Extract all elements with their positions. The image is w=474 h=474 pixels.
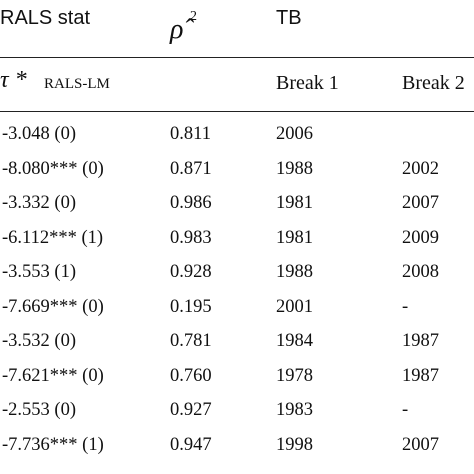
break1-cell: 1988 (276, 158, 313, 179)
break2-cell: 2002 (402, 158, 439, 179)
break2-cell: - (402, 296, 409, 317)
rals-stat-cell: -7.669*** (0) (2, 296, 104, 317)
rho-squared-cell: 0.195 (170, 296, 212, 317)
break1-cell: 2001 (276, 296, 313, 317)
rho-squared-cell: 0.928 (170, 262, 212, 282)
break1-cell: 1981 (276, 227, 313, 248)
rho-squared-cell: 0.927 (170, 400, 212, 420)
break2-cell: 2007 (402, 434, 439, 455)
break2-cell: 1987 (402, 331, 439, 351)
rals-stat-header: RALS stat (0, 7, 91, 29)
break1-cell: 1983 (276, 400, 313, 420)
rho-superscript: 2 (190, 9, 197, 24)
break1-cell: 1984 (276, 331, 313, 351)
header-top-rule (0, 57, 474, 58)
tau-symbol: τ * (0, 67, 27, 93)
rho-squared-cell: 0.811 (170, 124, 211, 144)
rho-squared-cell: 0.947 (170, 434, 212, 455)
rals-stat-cell: -3.332 (0) (2, 193, 76, 213)
header-bottom-rule (0, 111, 474, 112)
tau-subscript: RALS-LM (44, 76, 110, 92)
break2-header: Break 2 (402, 72, 465, 94)
break1-header: Break 1 (276, 72, 339, 94)
break1-cell: 1981 (276, 193, 313, 213)
rals-stat-cell: -3.553 (1) (2, 262, 76, 282)
break1-cell: 1988 (276, 262, 313, 282)
rals-stat-cell: -3.532 (0) (2, 331, 76, 351)
break2-cell: 1987 (402, 365, 439, 386)
rals-stat-cell: -3.048 (0) (2, 124, 76, 144)
rho-squared-cell: 0.983 (170, 227, 212, 248)
rho-squared-header: ρ̂ 2 (170, 4, 214, 48)
rho-squared-cell: 0.781 (170, 331, 212, 351)
tb-header: TB (276, 7, 302, 29)
rho-squared-cell: 0.986 (170, 193, 212, 213)
rals-stat-cell: -2.553 (0) (2, 400, 76, 420)
break1-cell: 2006 (276, 124, 313, 144)
rals-stat-cell: -7.621*** (0) (2, 365, 104, 386)
rals-stat-cell: -8.080*** (0) (2, 158, 104, 179)
break2-cell: 2008 (402, 262, 439, 282)
rho-squared-cell: 0.871 (170, 158, 212, 179)
rals-stat-cell: -7.736*** (1) (2, 434, 104, 455)
break1-cell: 1978 (276, 365, 313, 386)
rals-stat-cell: -6.112*** (1) (2, 227, 104, 248)
break2-cell: - (402, 400, 409, 420)
break2-cell: 2009 (402, 227, 439, 248)
break2-cell: 2007 (402, 193, 439, 213)
break1-cell: 1998 (276, 434, 313, 455)
rho-hat-symbol: ρ̂ (170, 14, 184, 45)
rho-squared-cell: 0.760 (170, 365, 212, 386)
